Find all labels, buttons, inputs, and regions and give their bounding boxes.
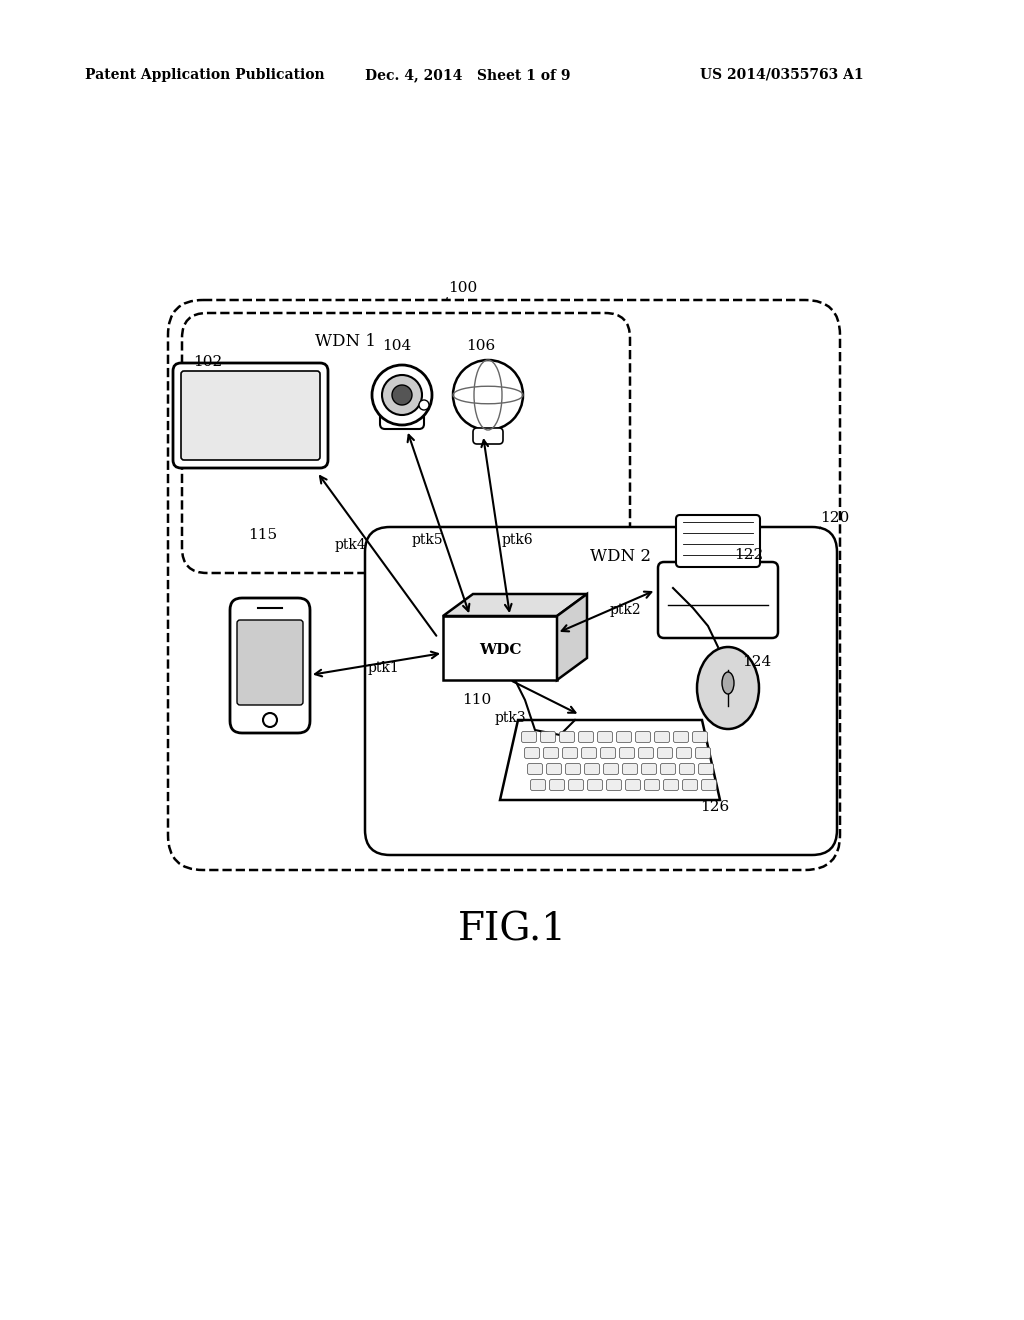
Polygon shape (557, 594, 587, 680)
FancyBboxPatch shape (664, 780, 679, 791)
FancyBboxPatch shape (677, 747, 691, 759)
FancyBboxPatch shape (168, 300, 840, 870)
FancyBboxPatch shape (698, 763, 714, 775)
FancyBboxPatch shape (676, 515, 760, 568)
FancyBboxPatch shape (683, 780, 697, 791)
Text: 126: 126 (700, 800, 729, 814)
FancyBboxPatch shape (680, 763, 694, 775)
FancyBboxPatch shape (692, 731, 708, 742)
Text: ptk1: ptk1 (368, 661, 399, 675)
Text: 115: 115 (248, 528, 278, 543)
Text: Dec. 4, 2014   Sheet 1 of 9: Dec. 4, 2014 Sheet 1 of 9 (365, 69, 570, 82)
Polygon shape (500, 719, 720, 800)
FancyBboxPatch shape (603, 763, 618, 775)
FancyBboxPatch shape (701, 780, 717, 791)
FancyBboxPatch shape (654, 731, 670, 742)
FancyBboxPatch shape (641, 763, 656, 775)
Text: 100: 100 (449, 281, 477, 294)
Text: ptk3: ptk3 (495, 711, 526, 725)
FancyBboxPatch shape (616, 731, 632, 742)
FancyBboxPatch shape (636, 731, 650, 742)
Text: 124: 124 (742, 655, 771, 669)
Text: 122: 122 (734, 548, 763, 562)
Text: ptk6: ptk6 (502, 533, 534, 546)
FancyBboxPatch shape (380, 407, 424, 429)
Text: WDC: WDC (479, 643, 521, 657)
FancyBboxPatch shape (695, 747, 711, 759)
FancyBboxPatch shape (230, 598, 310, 733)
Circle shape (372, 366, 432, 425)
Text: 104: 104 (382, 339, 412, 352)
FancyBboxPatch shape (365, 527, 837, 855)
Ellipse shape (697, 647, 759, 729)
Text: US 2014/0355763 A1: US 2014/0355763 A1 (700, 69, 863, 82)
FancyBboxPatch shape (541, 731, 555, 742)
FancyBboxPatch shape (181, 371, 319, 459)
FancyBboxPatch shape (639, 747, 653, 759)
FancyBboxPatch shape (237, 620, 303, 705)
FancyBboxPatch shape (585, 763, 599, 775)
FancyBboxPatch shape (568, 780, 584, 791)
FancyBboxPatch shape (173, 363, 328, 469)
FancyBboxPatch shape (626, 780, 640, 791)
Text: WDN 1: WDN 1 (315, 333, 376, 350)
FancyBboxPatch shape (658, 562, 778, 638)
Polygon shape (443, 616, 557, 680)
FancyBboxPatch shape (674, 731, 688, 742)
Ellipse shape (722, 672, 734, 694)
Text: ptk4: ptk4 (335, 539, 367, 552)
FancyBboxPatch shape (559, 731, 574, 742)
Circle shape (392, 385, 412, 405)
Text: ptk5: ptk5 (412, 533, 443, 546)
FancyBboxPatch shape (521, 731, 537, 742)
FancyBboxPatch shape (182, 313, 630, 573)
FancyBboxPatch shape (623, 763, 638, 775)
FancyBboxPatch shape (582, 747, 597, 759)
FancyBboxPatch shape (527, 763, 543, 775)
Text: 106: 106 (466, 339, 496, 352)
Text: ptk2: ptk2 (610, 603, 642, 616)
Text: 120: 120 (820, 511, 849, 525)
FancyBboxPatch shape (606, 780, 622, 791)
FancyBboxPatch shape (565, 763, 581, 775)
Circle shape (419, 400, 429, 411)
Text: WDN 2: WDN 2 (590, 548, 651, 565)
Text: FIG.1: FIG.1 (458, 912, 566, 949)
FancyBboxPatch shape (530, 780, 546, 791)
Text: Patent Application Publication: Patent Application Publication (85, 69, 325, 82)
FancyBboxPatch shape (550, 780, 564, 791)
FancyBboxPatch shape (657, 747, 673, 759)
FancyBboxPatch shape (562, 747, 578, 759)
Circle shape (453, 360, 523, 430)
FancyBboxPatch shape (579, 731, 594, 742)
FancyBboxPatch shape (544, 747, 558, 759)
FancyBboxPatch shape (547, 763, 561, 775)
FancyBboxPatch shape (524, 747, 540, 759)
Circle shape (382, 375, 422, 414)
FancyBboxPatch shape (620, 747, 635, 759)
FancyBboxPatch shape (597, 731, 612, 742)
Text: 102: 102 (193, 355, 222, 370)
Polygon shape (443, 594, 587, 616)
Text: 110: 110 (462, 693, 492, 708)
FancyBboxPatch shape (660, 763, 676, 775)
FancyBboxPatch shape (600, 747, 615, 759)
FancyBboxPatch shape (473, 428, 503, 444)
FancyBboxPatch shape (644, 780, 659, 791)
FancyBboxPatch shape (588, 780, 602, 791)
